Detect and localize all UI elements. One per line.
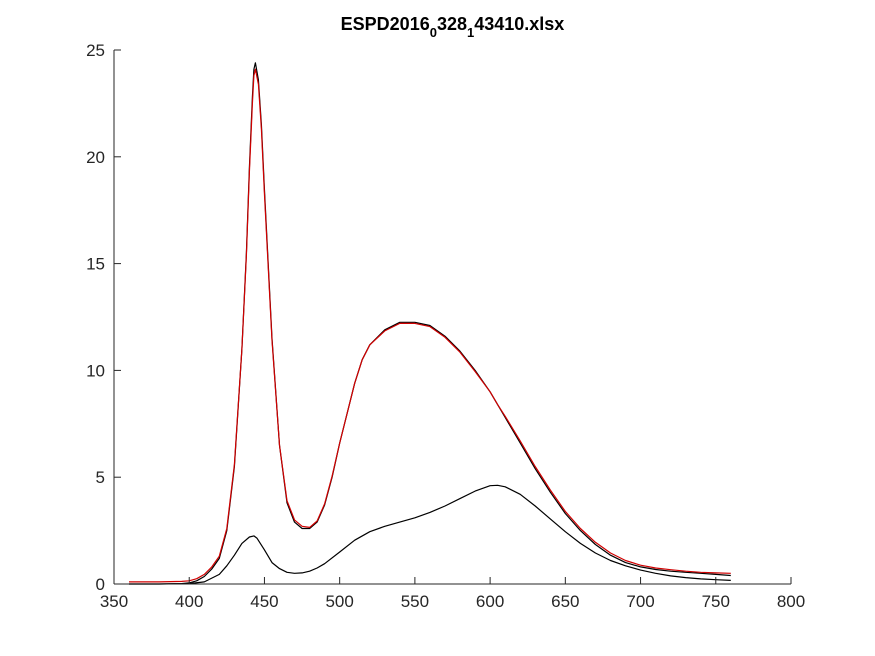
- x-tick-label: 750: [702, 592, 730, 611]
- y-tick-label: 20: [86, 148, 105, 167]
- y-tick-label: 15: [86, 255, 105, 274]
- plot-lines: [129, 62, 731, 585]
- x-tick-label: 400: [175, 592, 203, 611]
- y-tick-label: 5: [96, 468, 105, 487]
- series-line-1: [129, 62, 731, 585]
- x-tick-label: 350: [100, 592, 128, 611]
- x-tick-label: 600: [476, 592, 504, 611]
- title-part: 328: [437, 14, 467, 34]
- title-part: 43410.xlsx: [474, 14, 564, 34]
- axes: 350 400 450 500 550 600 650 700 750 800 0 5 10 15 20 25: [86, 41, 805, 611]
- x-tick-label: 700: [626, 592, 654, 611]
- y-tick-label: 0: [96, 575, 105, 594]
- y-tick-label: 10: [86, 361, 105, 380]
- x-tick-label: 450: [250, 592, 278, 611]
- x-tick-label: 500: [325, 592, 353, 611]
- title-subscript: 0: [430, 25, 437, 40]
- y-tick-label: 25: [86, 41, 105, 60]
- series-line-3: [129, 484, 731, 585]
- x-tick-label: 800: [777, 592, 805, 611]
- title-subscript: 1: [467, 25, 474, 40]
- title-part: ESPD2016: [341, 14, 430, 34]
- x-tick-label: 550: [401, 592, 429, 611]
- series-line-2: [129, 68, 731, 583]
- chart-title: ESPD20160328143410.xlsx: [341, 14, 565, 40]
- x-tick-label: 650: [551, 592, 579, 611]
